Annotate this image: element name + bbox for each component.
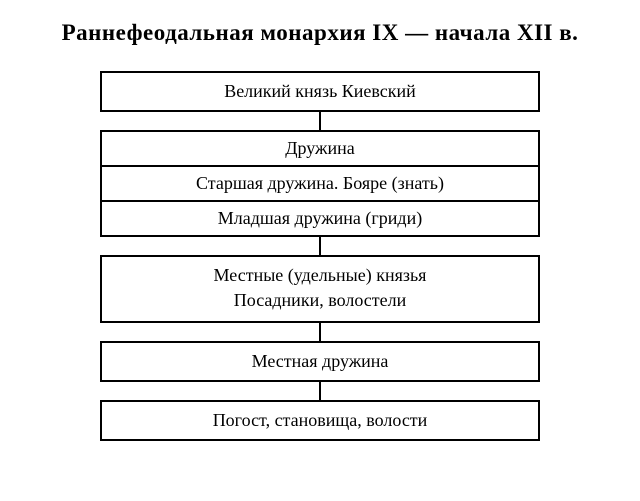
- level-1-group: Дружина Старшая дружина. Бояре (знать) М…: [100, 130, 540, 237]
- level-1-row-0: Дружина: [102, 132, 538, 165]
- level-1-row-1: Старшая дружина. Бояре (знать): [102, 165, 538, 200]
- level-2-line-0: Местные (удельные) князья: [102, 263, 538, 288]
- page-title: Раннефеодальная монархия IX — начала XII…: [30, 20, 610, 46]
- level-2-line-1: Посадники, волостели: [102, 288, 538, 313]
- level-2-box: Местные (удельные) князья Посадники, вол…: [100, 255, 540, 323]
- level-1-row-2: Младшая дружина (гриди): [102, 200, 538, 235]
- level-0-text: Великий князь Киевский: [224, 81, 416, 102]
- connector-2-3: [319, 323, 321, 341]
- level-4-text: Погост, становища, волости: [213, 410, 428, 431]
- connector-1-2: [319, 237, 321, 255]
- level-3-box: Местная дружина: [100, 341, 540, 382]
- level-4-box: Погост, становища, волости: [100, 400, 540, 441]
- level-3-text: Местная дружина: [252, 351, 389, 372]
- hierarchy-diagram: Великий князь Киевский Дружина Старшая д…: [30, 71, 610, 441]
- connector-0-1: [319, 112, 321, 130]
- level-0-box: Великий князь Киевский: [100, 71, 540, 112]
- connector-3-4: [319, 382, 321, 400]
